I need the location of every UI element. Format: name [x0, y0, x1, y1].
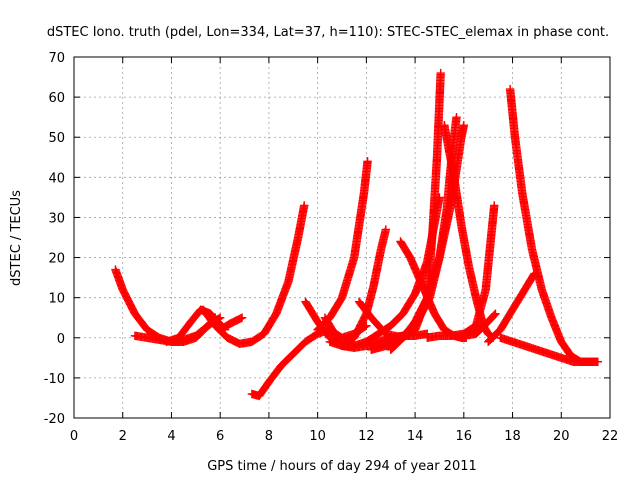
- y-tick-label: 40: [48, 171, 65, 186]
- data-series: [459, 309, 500, 340]
- plot-frame: [73, 56, 611, 419]
- y-tick-label: 30: [48, 211, 65, 226]
- data-series: [483, 269, 539, 346]
- data-point: [490, 201, 499, 210]
- y-tick-label: 20: [48, 252, 65, 267]
- data-point: [300, 201, 309, 210]
- x-tick-labels: 0 2 4 6 8 10 12 14 16 18 20 22: [70, 429, 618, 444]
- data-points: [111, 68, 603, 401]
- x-axis-label: GPS time / hours of day 294 of year 2011: [207, 459, 477, 474]
- x-tick-label: 20: [553, 429, 570, 444]
- y-tick-label: 70: [48, 51, 65, 66]
- y-tick-labels: -20 -10 0 10 20 30 40 50 60 70: [44, 51, 65, 427]
- x-tick-label: 12: [358, 429, 375, 444]
- y-axis-label: dSTEC / TECUs: [9, 190, 24, 286]
- data-point: [459, 120, 469, 130]
- y-tick-label: 50: [48, 131, 65, 146]
- y-tick-label: -10: [44, 372, 65, 387]
- y-tick-label: -20: [44, 412, 65, 427]
- data-series: [198, 201, 309, 348]
- x-tick-label: 22: [602, 429, 619, 444]
- x-tick-label: 4: [167, 429, 175, 444]
- x-tick-label: 16: [456, 429, 473, 444]
- y-tick-label: 0: [57, 332, 65, 347]
- x-tick-label: 8: [265, 429, 273, 444]
- data-point: [452, 112, 461, 122]
- x-tick-label: 2: [119, 429, 127, 444]
- y-tick-label: 10: [48, 292, 65, 307]
- data-point: [593, 357, 603, 367]
- data-point: [363, 157, 372, 166]
- x-tick-label: 0: [70, 429, 78, 444]
- data-series: [505, 84, 603, 367]
- data-point: [491, 309, 500, 318]
- x-tick-label: 14: [407, 429, 424, 444]
- chart-title: dSTEC Iono. truth (pdel, Lon=334, Lat=37…: [47, 25, 609, 40]
- data-point: [381, 225, 391, 234]
- data-point: [490, 310, 499, 319]
- x-tick-label: 10: [309, 429, 326, 444]
- x-tick-label: 18: [504, 429, 521, 444]
- y-tick-label: 60: [48, 91, 65, 106]
- data-point: [436, 68, 445, 78]
- data-point: [237, 313, 247, 322]
- data-series: [215, 313, 247, 334]
- data-series: [313, 157, 372, 334]
- x-tick-label: 6: [216, 429, 224, 444]
